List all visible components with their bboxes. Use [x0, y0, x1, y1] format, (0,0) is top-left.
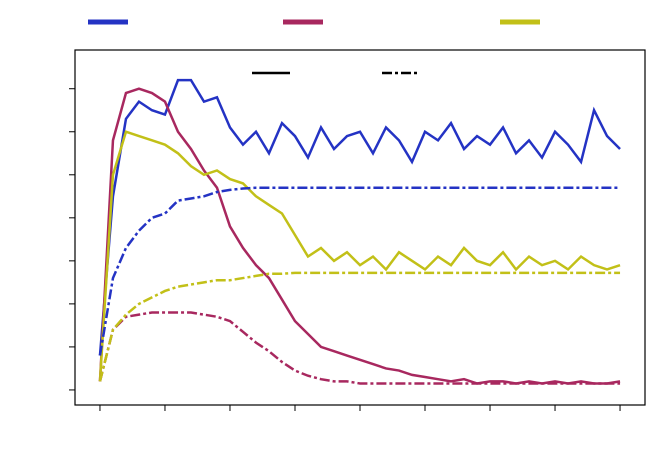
- series-line: [98, 130, 621, 382]
- series-line: [98, 271, 621, 382]
- series-line: [98, 78, 621, 356]
- plot-frame: [74, 49, 646, 406]
- series-line: [98, 186, 621, 356]
- series-line: [98, 311, 621, 385]
- series-line: [98, 87, 621, 385]
